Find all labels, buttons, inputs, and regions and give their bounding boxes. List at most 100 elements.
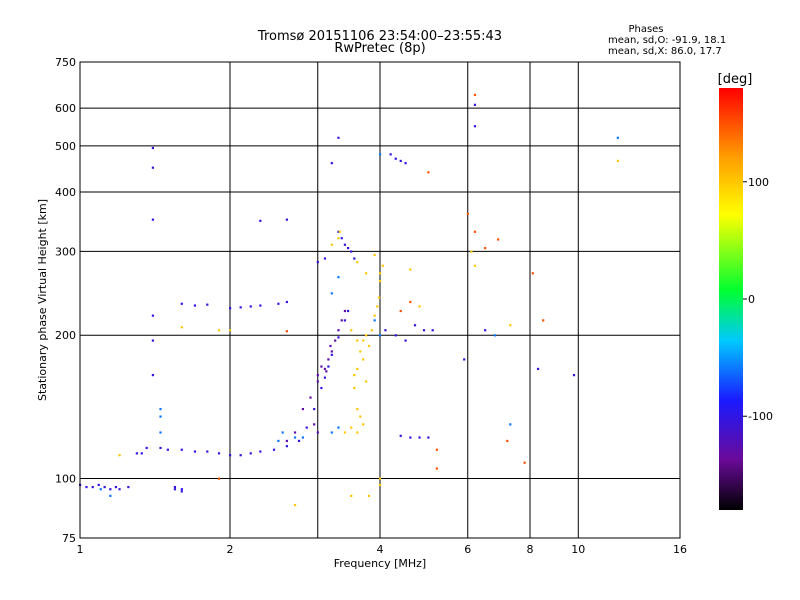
data-point [151,374,155,377]
data-point [285,300,288,304]
colorbar-tick-label: 100 [748,176,769,189]
data-point [356,339,359,342]
data-point [343,431,347,434]
data-point [313,407,316,411]
data-point [320,365,323,368]
data-point [259,304,262,307]
data-point [91,485,94,489]
data-point [542,319,545,322]
data-point [151,146,155,150]
data-point [166,448,169,451]
x-tick-label: 2 [227,543,234,556]
data-point [427,436,430,439]
data-point [435,448,438,451]
colorbar-ticks: -100 0 100 [743,176,773,423]
data-point [531,272,534,275]
data-point [239,306,242,309]
phases-o: mean, sd,O: -91.9, 18.1 [608,35,726,46]
data-point [127,485,130,489]
data-point [473,230,477,233]
data-point [180,302,183,305]
data-point [473,125,477,128]
data-point [466,212,469,215]
data-point [376,305,379,308]
data-point [173,485,177,489]
colorbar-tick-label: 0 [748,293,755,306]
colorbar [719,88,743,510]
data-point [173,488,177,491]
data-point [259,219,262,222]
y-tick-label: 500 [55,140,76,153]
data-point [316,380,319,383]
data-point [193,450,197,453]
data-point [159,446,162,450]
data-point [337,237,340,240]
data-point [135,452,138,455]
data-point [413,324,417,327]
data-point [334,339,337,342]
data-point [435,467,438,470]
data-point [359,350,362,353]
data-point [301,407,305,411]
data-point [151,339,155,342]
data-point [323,257,327,260]
data-point [180,490,183,493]
data-point [330,162,333,165]
data-point [484,247,487,250]
data-point [281,431,284,434]
data-point [277,302,280,305]
data-point [409,300,412,304]
data-point [346,309,350,313]
data-point [418,436,421,439]
data-point [330,431,333,434]
data-point [493,334,497,337]
data-point [285,330,288,333]
data-point [343,243,347,246]
data-point [356,367,359,371]
colorbar-label: [deg] [718,72,753,87]
data-point [356,407,359,411]
data-point [616,136,619,139]
data-point [365,334,368,337]
data-point [394,334,397,337]
data-point [337,336,340,339]
data-point [373,319,376,322]
x-tick-label: 16 [673,543,687,556]
data-point [377,296,381,299]
x-axis-label: Frequency [MHz] [334,557,426,570]
data-point [159,431,162,434]
data-point [337,136,340,139]
data-point [97,483,100,487]
x-tick-label: 8 [527,543,534,556]
data-point [350,494,353,497]
data-point [206,450,209,453]
data-point [506,439,509,443]
data-point [394,157,397,160]
data-point [229,454,232,457]
data-point [206,303,209,306]
y-tick-label: 100 [55,473,76,486]
data-point [229,329,232,332]
chart-title: Tromsø 20151106 23:54:00–23:55:43 [257,29,502,44]
data-point [373,253,376,257]
data-point [159,407,162,411]
data-point [180,326,183,329]
data-point [217,452,221,455]
y-tick-label: 400 [55,186,76,199]
data-point [323,376,327,379]
grid-lines [79,61,681,539]
data-point [399,434,402,437]
data-point [362,358,365,361]
data-point [373,314,376,317]
data-point [379,483,382,487]
data-point [85,485,88,489]
data-point [305,426,308,429]
data-point [285,439,288,443]
data-point [293,431,297,434]
data-point [384,329,387,332]
data-point [379,280,382,283]
data-point [180,488,183,491]
y-tick-label: 300 [55,245,76,258]
data-point [427,171,430,174]
